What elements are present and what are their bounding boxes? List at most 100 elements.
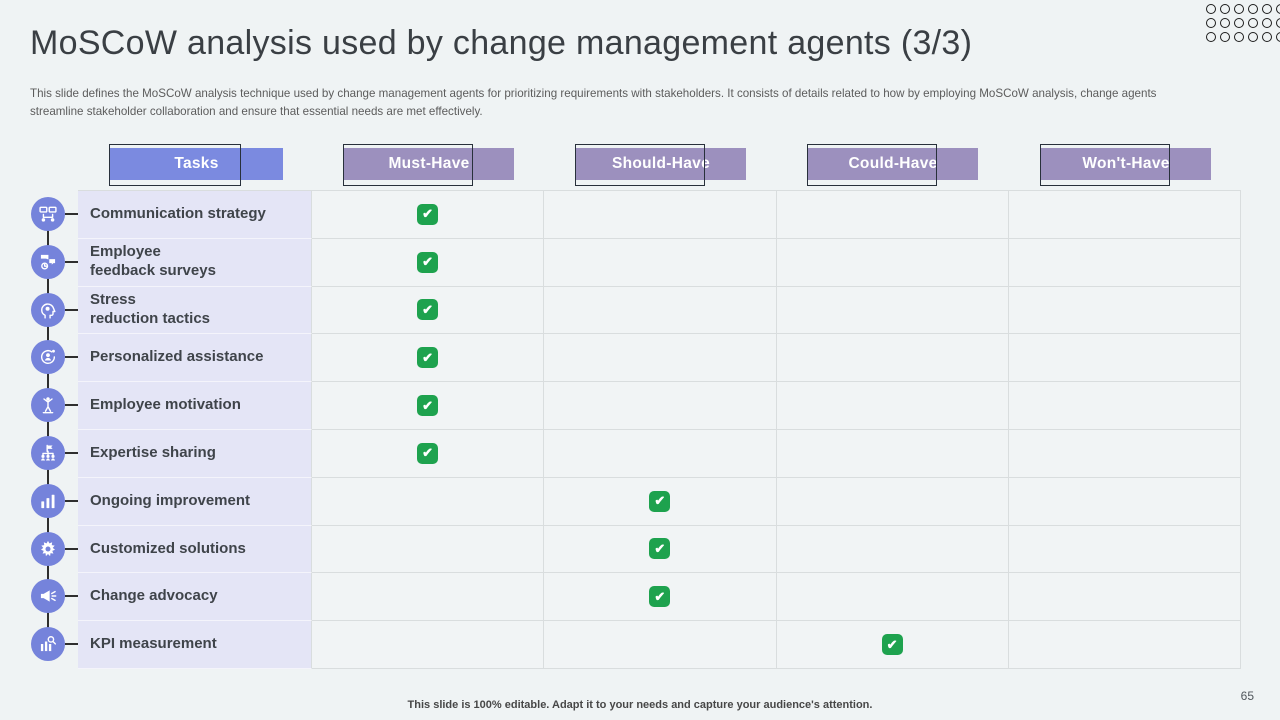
priority-cell [1008, 477, 1241, 526]
task-cell: Employee feedback surveys [78, 238, 312, 287]
slide-description: This slide defines the MoSCoW analysis t… [30, 87, 1157, 118]
task-label: Communication strategy [90, 205, 266, 223]
dot-circle [1234, 32, 1244, 42]
motivation-person-icon [31, 388, 65, 423]
task-label: KPI measurement [90, 635, 217, 653]
priority-cell [776, 525, 1009, 574]
priority-cell: ✔ [312, 429, 545, 478]
check-icon: ✔ [417, 442, 439, 464]
icon-connector-line [65, 260, 78, 263]
icon-connector-line [65, 404, 78, 407]
task-label: Employee motivation [90, 396, 241, 414]
priority-cell: ✔ [544, 573, 777, 622]
check-icon: ✔ [417, 251, 439, 273]
priority-cell [312, 525, 545, 574]
personal-assistance-icon [31, 340, 65, 375]
dot-circle [1276, 32, 1280, 42]
dot-circle [1220, 4, 1230, 14]
dot-circle [1220, 32, 1230, 42]
priority-cell [1008, 621, 1241, 669]
org-communication-icon [31, 196, 65, 231]
priority-cell: ✔ [312, 238, 545, 287]
priority-cell: ✔ [312, 334, 545, 383]
check-icon: ✔ [649, 490, 671, 512]
page-number: 65 [1240, 689, 1254, 703]
priority-cell: ✔ [544, 525, 777, 574]
page-title: MoSCoW analysis used by change managemen… [30, 24, 973, 62]
dot-circle [1262, 32, 1272, 42]
check-icon: ✔ [417, 395, 439, 417]
priority-cell: ✔ [312, 286, 545, 335]
footer-note: This slide is 100% editable. Adapt it to… [407, 699, 873, 711]
column-header-wont-have: Won't-Have [1040, 144, 1211, 186]
check-icon: ✔ [417, 347, 439, 369]
priority-cell [1008, 382, 1241, 430]
task-cell: Stress reduction tactics [78, 286, 312, 335]
megaphone-icon [31, 579, 65, 614]
priority-cell [1008, 286, 1241, 335]
priority-cell [1008, 429, 1241, 478]
priority-cell [1008, 573, 1241, 622]
priority-cell [776, 573, 1009, 622]
check-icon: ✔ [649, 538, 671, 560]
icon-connector-line [65, 451, 78, 454]
dot-circle [1276, 4, 1280, 14]
task-label: Expertise sharing [90, 444, 216, 461]
icon-connector-line [65, 308, 78, 311]
column-header-should-have: Should-Have [575, 144, 746, 186]
priority-cell [544, 429, 777, 478]
dot-circle [1248, 4, 1258, 14]
priority-cell: ✔ [544, 477, 777, 526]
column-header-could-have: Could-Have [807, 144, 978, 186]
priority-cell [776, 286, 1009, 335]
icon-connector-line [65, 547, 78, 550]
priority-cell [312, 477, 545, 526]
icon-connector-line [65, 499, 78, 502]
bar-chart-icon [31, 483, 65, 518]
priority-cell [776, 382, 1009, 430]
check-icon: ✔ [417, 299, 439, 321]
priority-cell [776, 334, 1009, 383]
dot-circle [1262, 4, 1272, 14]
moscow-table: Communication strategy ✔ Employee feedback… [78, 190, 1241, 669]
expertise-network-icon [31, 435, 65, 470]
priority-cell [312, 621, 545, 669]
priority-cell: ✔ [312, 382, 545, 430]
priority-cell [1008, 334, 1241, 383]
check-icon: ✔ [649, 586, 671, 608]
priority-cell [776, 477, 1009, 526]
task-label: Stress reduction tactics [90, 291, 211, 327]
dot-circle [1262, 18, 1272, 28]
task-label: Personalized assistance [90, 348, 264, 366]
icon-rail-line [47, 214, 49, 644]
task-label: Employee feedback surveys [90, 243, 216, 280]
dot-circle [1276, 18, 1280, 28]
check-icon: ✔ [417, 203, 439, 225]
dot-circle [1248, 18, 1258, 28]
priority-cell: ✔ [776, 621, 1009, 669]
task-cell: Ongoing improvement [78, 477, 312, 526]
priority-cell [1008, 191, 1241, 239]
dot-circle [1206, 32, 1216, 42]
priority-cell [312, 573, 545, 622]
task-label: Ongoing improvement [90, 491, 251, 509]
priority-cell [544, 286, 777, 335]
priority-cell: ✔ [312, 191, 545, 239]
task-label: Change advocacy [90, 587, 218, 605]
priority-cell [544, 334, 777, 383]
priority-cell [544, 238, 777, 287]
priority-cell [1008, 525, 1241, 574]
check-icon: ✔ [881, 634, 903, 656]
feedback-survey-icon [31, 244, 65, 279]
icon-connector-line [65, 643, 78, 646]
priority-cell [1008, 238, 1241, 287]
dot-circle [1248, 32, 1258, 42]
icon-connector-line [65, 212, 78, 215]
gear-burst-icon [31, 531, 65, 566]
task-cell: Change advocacy [78, 573, 312, 622]
kpi-chart-icon [31, 627, 65, 662]
task-cell: Communication strategy [78, 191, 312, 239]
priority-cell [776, 238, 1009, 287]
mind-gear-icon [31, 292, 65, 327]
